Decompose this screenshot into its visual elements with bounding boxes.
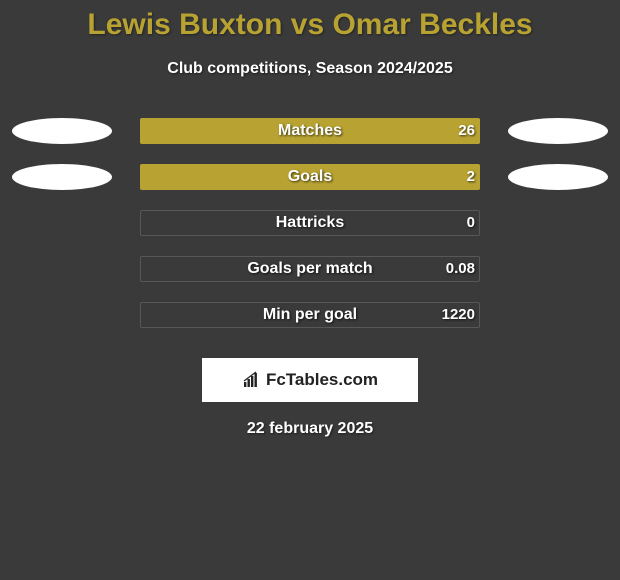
stat-row: Min per goal1220 [0,302,620,348]
stat-label: Hattricks [140,210,480,236]
stat-label: Goals per match [140,256,480,282]
page-title: Lewis Buxton vs Omar Beckles [0,8,620,42]
stat-row: Matches26 [0,118,620,164]
stat-value: 2 [467,164,475,190]
bar-chart-icon [242,371,260,389]
player-right-marker [508,118,608,144]
source-badge-label: FcTables.com [266,370,378,390]
comparison-infographic: Lewis Buxton vs Omar Beckles Club compet… [0,0,620,438]
stat-value: 0 [467,210,475,236]
stat-label: Matches [140,118,480,144]
stat-row: Goals per match0.08 [0,256,620,302]
stat-label: Min per goal [140,302,480,328]
subtitle: Club competitions, Season 2024/2025 [0,60,620,78]
stat-value: 0.08 [446,256,475,282]
source-badge-content: FcTables.com [242,370,378,390]
stat-row: Hattricks0 [0,210,620,256]
source-badge: FcTables.com [202,358,418,402]
stat-label: Goals [140,164,480,190]
stat-row: Goals2 [0,164,620,210]
stat-value: 26 [458,118,475,144]
footer-date: 22 february 2025 [0,420,620,438]
stats-block: Matches26Goals2Hattricks0Goals per match… [0,118,620,348]
player-right-marker [508,164,608,190]
stat-value: 1220 [442,302,475,328]
player-left-marker [12,118,112,144]
player-left-marker [12,164,112,190]
